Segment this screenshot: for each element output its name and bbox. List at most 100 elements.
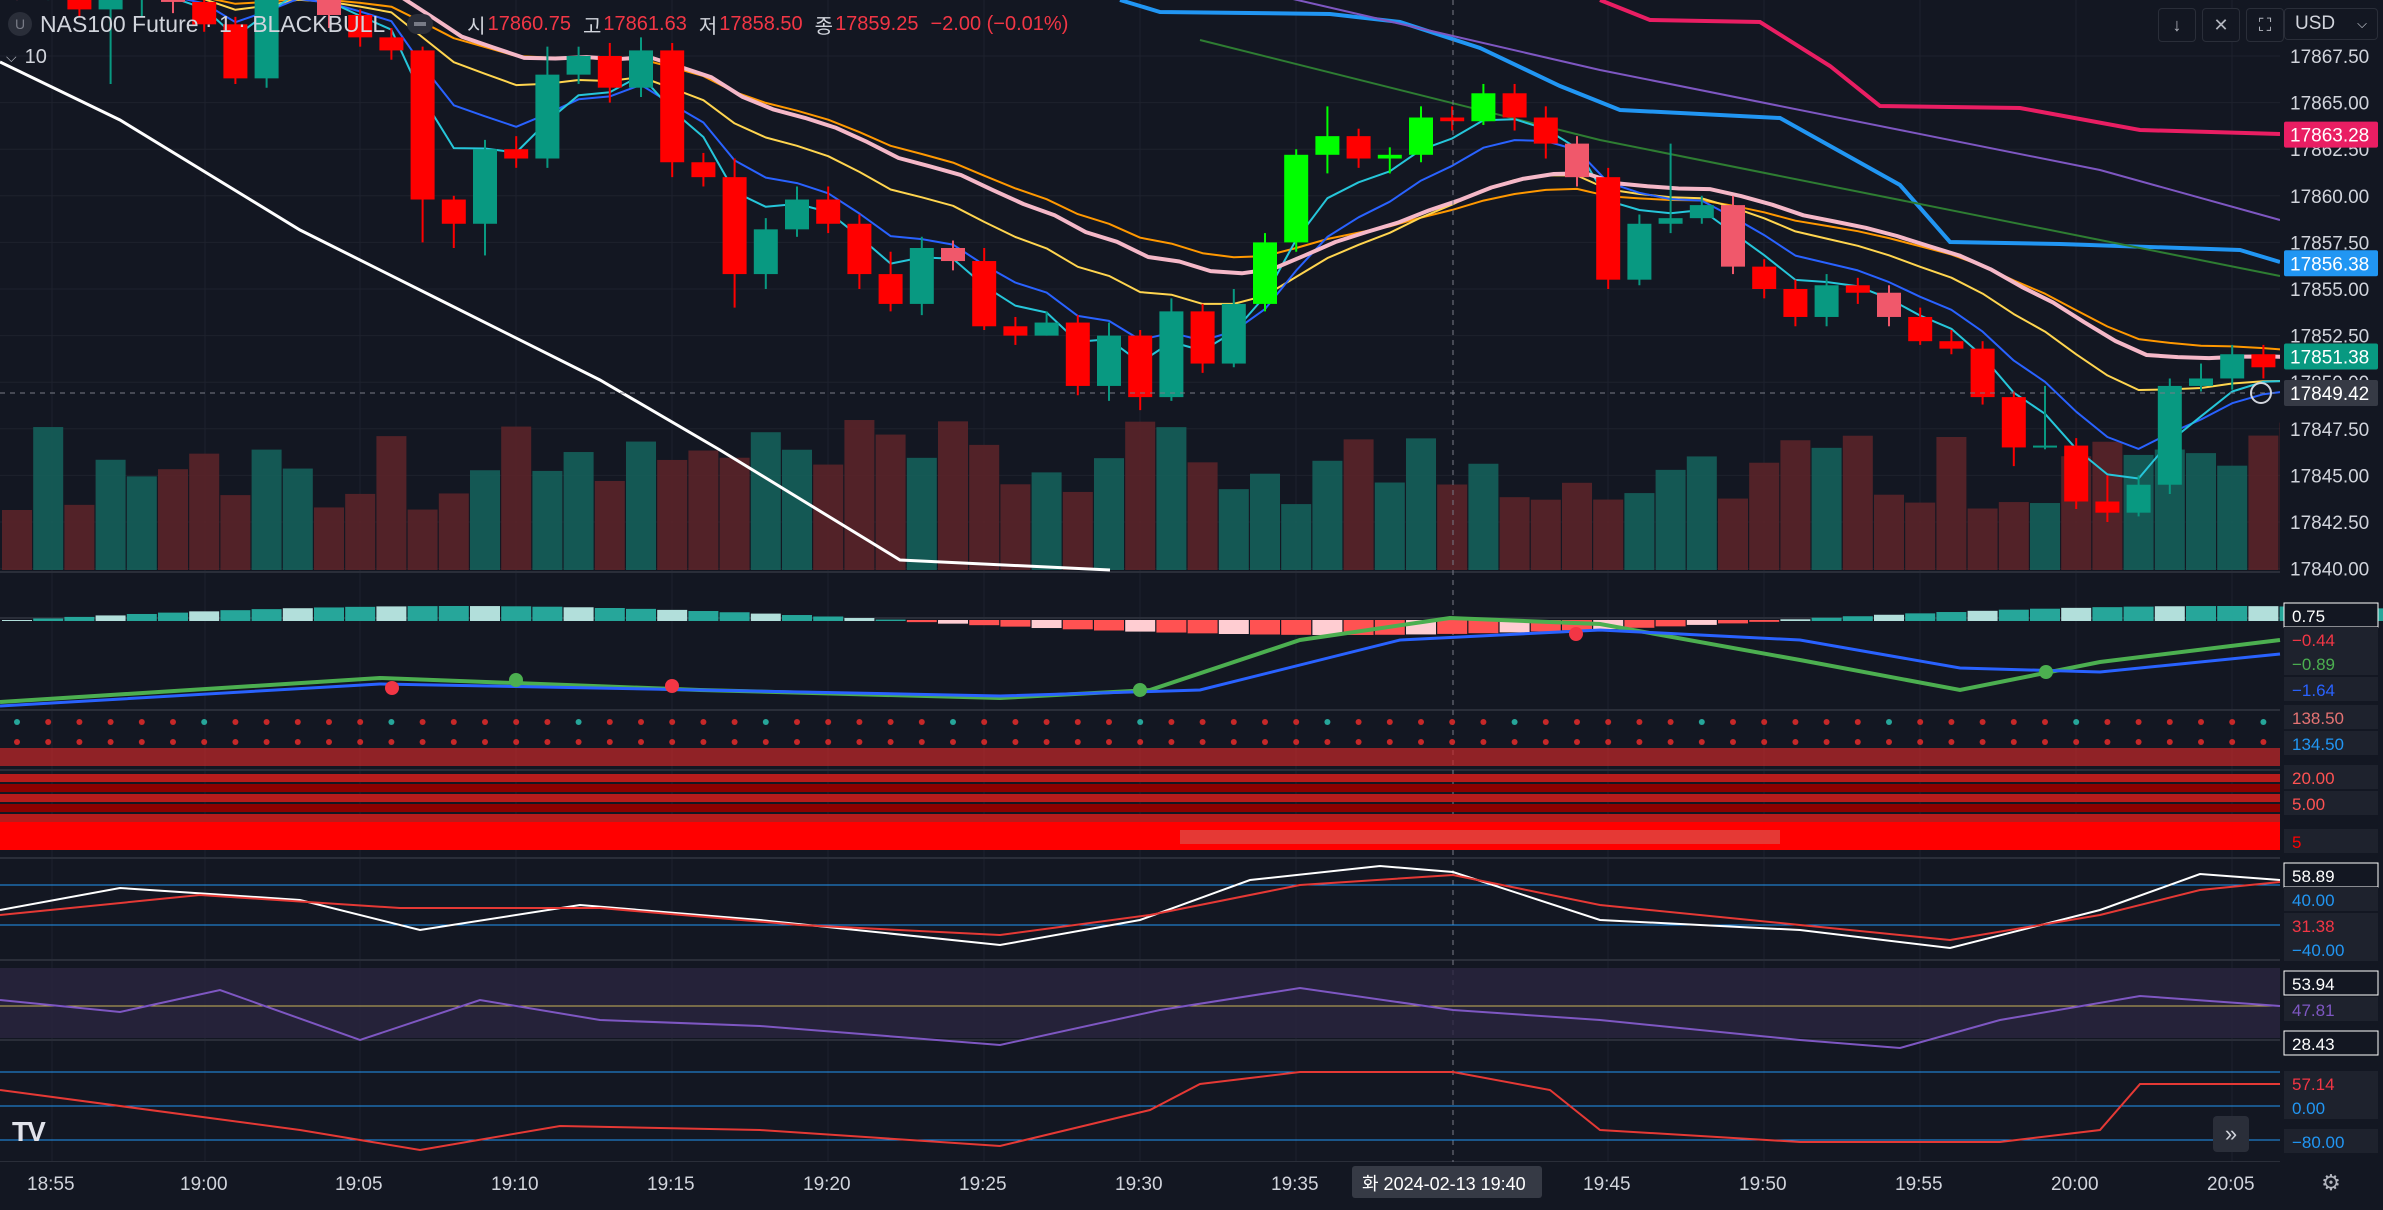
candle-body xyxy=(2157,385,2182,485)
maximize-icon[interactable]: ⛶ xyxy=(2246,8,2284,42)
pane-label-box xyxy=(2283,1030,2379,1056)
signal-dot xyxy=(1043,719,1050,725)
high-value: 17861.63 xyxy=(603,12,687,35)
signal-dot xyxy=(2166,739,2173,745)
volume-bar xyxy=(657,459,688,570)
collapse-icon[interactable]: ✕ xyxy=(2202,8,2240,42)
volume-bar xyxy=(844,420,875,570)
signal-dot xyxy=(1854,739,1861,745)
price-tick-label: 17865.00 xyxy=(2290,94,2369,115)
move-down-icon[interactable]: ↓ xyxy=(2158,8,2196,42)
signal-dot xyxy=(1012,739,1019,745)
crosshair-time-label: 화 2024-02-13 19:40 xyxy=(1362,1174,1526,1194)
volume-bar xyxy=(1499,497,1530,570)
signal-dot xyxy=(1511,739,1518,745)
macd-histogram-bar xyxy=(1218,620,1249,635)
strength-row xyxy=(0,784,2280,792)
candle-body xyxy=(566,56,591,75)
visibility-toggle-icon[interactable] xyxy=(407,14,434,34)
signal-dot xyxy=(1293,739,1300,745)
candle-body xyxy=(847,223,872,275)
signal-dot xyxy=(950,739,956,745)
macd-histogram-bar xyxy=(314,607,344,621)
price-label-text: 17849.42 xyxy=(2290,384,2369,405)
symbol-title[interactable]: NAS100 Future · 1 · BLACKBULL xyxy=(40,10,386,37)
signal-dot xyxy=(1667,719,1674,725)
macd-histogram-bar xyxy=(1187,620,1218,634)
macd-histogram-bar xyxy=(1967,610,1998,621)
strength-row xyxy=(0,814,2280,822)
candle-body xyxy=(1190,311,1215,364)
pane-label-text: 20.00 xyxy=(2292,769,2335,788)
signal-dot xyxy=(107,739,114,745)
pane-label-box xyxy=(2284,937,2378,961)
signal-dot xyxy=(482,719,488,725)
candle-body xyxy=(348,14,373,38)
volume-bar xyxy=(1156,427,1187,570)
pane-label-box xyxy=(2284,651,2378,675)
volume-bar xyxy=(33,427,64,570)
pane-label-text: 0.00 xyxy=(2292,1099,2325,1118)
candle-body xyxy=(473,149,497,224)
candle-body xyxy=(1814,285,1839,317)
signal-dot xyxy=(606,719,613,725)
volume-bar xyxy=(1780,440,1811,570)
settings-gear-icon[interactable]: ⚙ xyxy=(2321,1170,2341,1195)
signal-dot xyxy=(1542,719,1549,725)
indicator-collapse[interactable]: ⌵ 10 xyxy=(6,46,47,69)
volume-bar xyxy=(532,470,563,570)
macd-histogram-bar xyxy=(1437,620,1468,634)
macd-histogram-bar xyxy=(657,609,688,621)
signal-dot xyxy=(1761,719,1768,725)
volume-bar xyxy=(594,480,625,570)
currency-select[interactable]: USD ⌵ xyxy=(2284,8,2378,40)
signal-dot xyxy=(482,739,488,745)
time-tick-label: 19:35 xyxy=(1271,1174,1319,1195)
macd-histogram-bar xyxy=(2030,608,2060,621)
candle-body xyxy=(941,247,965,262)
scroll-to-realtime-button[interactable]: » xyxy=(2213,1116,2249,1152)
stoch-d-line xyxy=(0,873,2281,942)
candle-body xyxy=(1533,117,1558,144)
signal-dot xyxy=(513,719,520,725)
strength-bar xyxy=(0,822,2280,850)
candle-body xyxy=(2220,354,2245,379)
signal-dot xyxy=(1168,719,1175,725)
volume-bar xyxy=(189,453,220,570)
candle-body xyxy=(1253,242,1277,304)
chevron-down-icon[interactable]: ⌵ xyxy=(6,49,17,65)
cross-marker xyxy=(2039,665,2053,679)
macd-histogram-bar xyxy=(719,612,750,621)
crosshair-plus-icon xyxy=(2250,382,2272,405)
tradingview-logo-icon[interactable]: TV xyxy=(12,1116,46,1147)
volume-bar xyxy=(126,476,157,570)
candle-body xyxy=(1565,143,1589,178)
macd-histogram-bar xyxy=(532,606,563,621)
signal-dot xyxy=(201,719,208,725)
macd-histogram-bar xyxy=(813,616,844,621)
signal-dot xyxy=(1449,719,1456,725)
macd-histogram-bar xyxy=(189,611,220,621)
volume-bar xyxy=(1811,447,1842,570)
signal-dot xyxy=(700,739,707,745)
time-tick-label: 19:45 xyxy=(1583,1174,1631,1195)
signal-dot xyxy=(1605,719,1612,725)
candle-body xyxy=(1377,154,1402,159)
signal-dot xyxy=(606,739,613,745)
candle-body xyxy=(2064,445,2089,502)
time-tick-label: 19:20 xyxy=(803,1174,851,1195)
signal-dot xyxy=(1854,719,1861,725)
signal-dot xyxy=(1355,719,1362,725)
macd-histogram-bar xyxy=(1686,620,1717,625)
macd-histogram-bar xyxy=(1998,609,2029,621)
volume-bar xyxy=(2030,503,2060,570)
signal-dot xyxy=(1449,739,1456,745)
signal-dot xyxy=(1137,719,1144,725)
macd-histogram-bar xyxy=(438,606,469,621)
low-value: 17858.50 xyxy=(719,12,803,35)
candle-body xyxy=(1065,322,1090,386)
volume-bar xyxy=(64,504,95,570)
signal-dot xyxy=(2198,739,2204,745)
candle-body xyxy=(722,177,747,275)
